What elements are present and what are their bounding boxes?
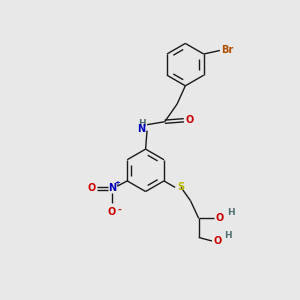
Text: H: H <box>138 119 146 128</box>
Text: -: - <box>117 206 121 215</box>
Text: +: + <box>114 180 120 186</box>
Text: O: O <box>185 115 194 125</box>
Text: H: H <box>227 208 235 217</box>
Text: N: N <box>137 124 146 134</box>
Text: Br: Br <box>221 46 233 56</box>
Text: O: O <box>108 206 116 217</box>
Text: N: N <box>108 183 116 193</box>
Text: O: O <box>87 183 95 193</box>
Text: O: O <box>213 236 222 246</box>
Text: S: S <box>177 182 184 192</box>
Text: O: O <box>215 213 224 223</box>
Text: H: H <box>224 231 232 240</box>
